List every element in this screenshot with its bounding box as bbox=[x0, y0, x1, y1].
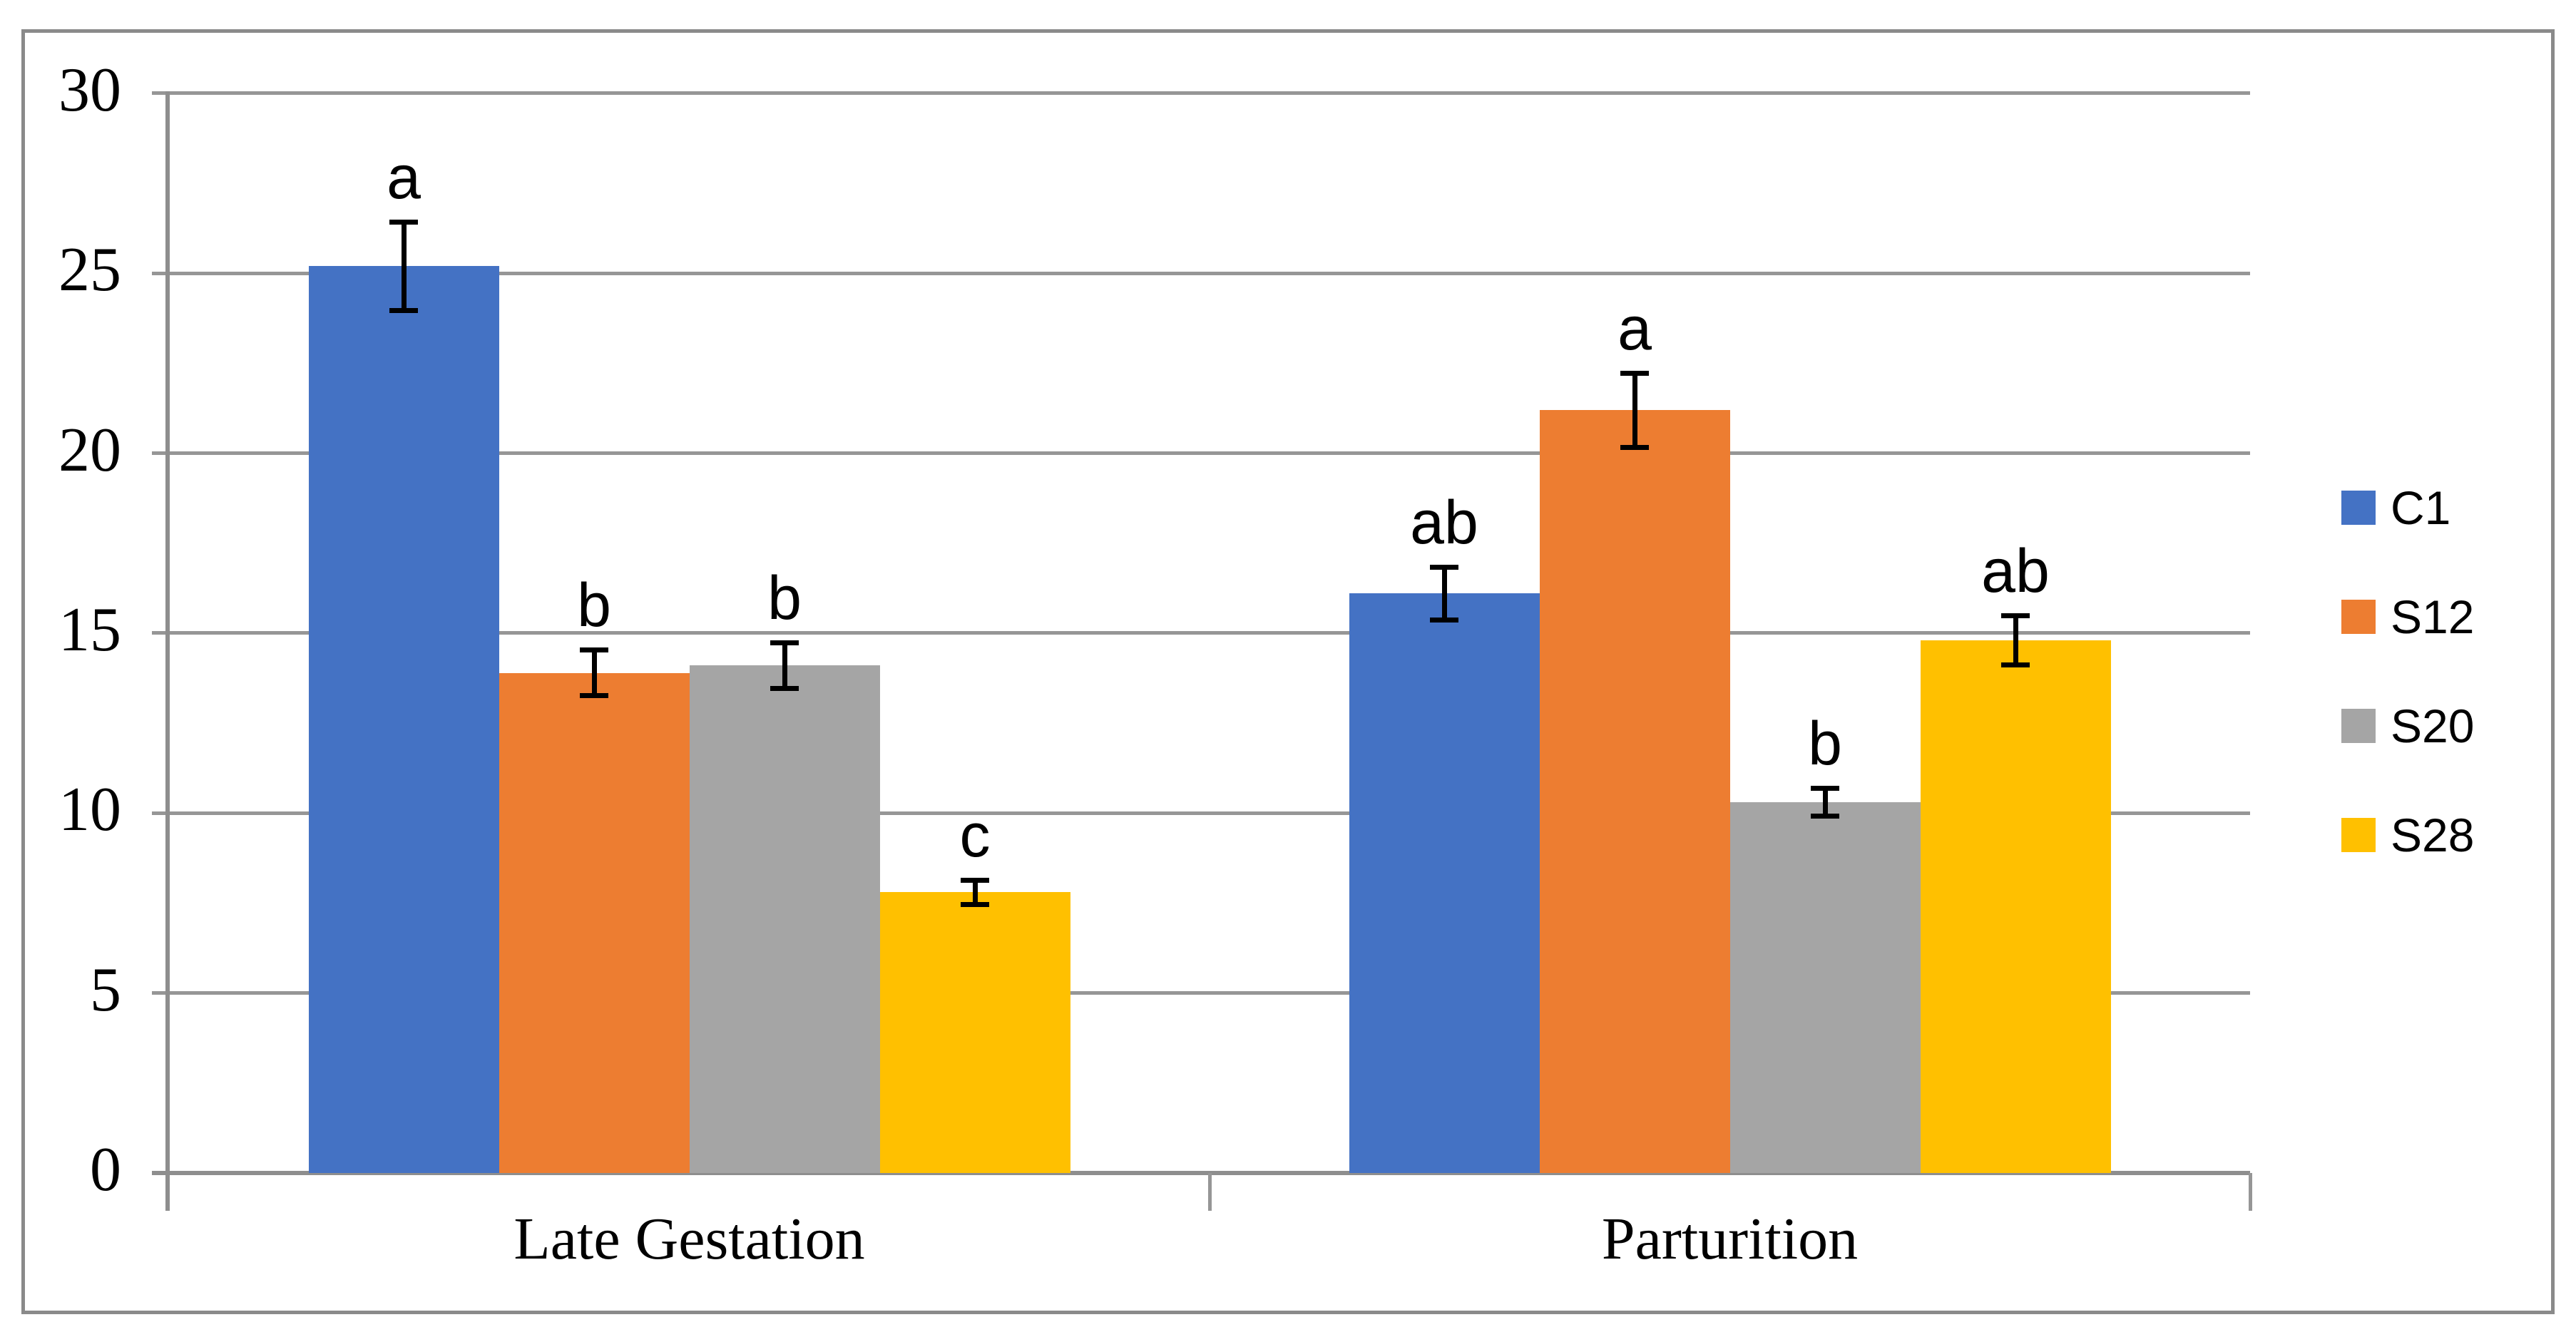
bar-parturition-s12 bbox=[1539, 410, 1730, 1173]
x-category-label-parturition: Parturition bbox=[1601, 1206, 1859, 1272]
legend-label-s20: S20 bbox=[2391, 700, 2475, 752]
x-boundary-tick-1 bbox=[1207, 1173, 1212, 1211]
sig-letter-parturition-s12: a bbox=[1617, 294, 1652, 363]
sig-letter-parturition-s28: ab bbox=[1981, 537, 2050, 606]
error-bar-line bbox=[972, 878, 978, 907]
error-bar-late-gestation-c1 bbox=[389, 219, 418, 313]
y-tick-label-0: 0 bbox=[90, 1135, 121, 1204]
y-tick-30 bbox=[152, 91, 169, 96]
error-bar-parturition-s20 bbox=[1811, 786, 1839, 819]
chart-border bbox=[21, 29, 2555, 1314]
y-tick-10 bbox=[152, 811, 169, 815]
error-bar-line bbox=[1822, 786, 1828, 819]
y-tick-20 bbox=[152, 451, 169, 456]
bar-late-gestation-s28 bbox=[879, 892, 1070, 1173]
error-bar-late-gestation-s12 bbox=[580, 647, 608, 698]
error-bar-line bbox=[1441, 565, 1447, 623]
gridline-30 bbox=[169, 91, 2250, 96]
y-tick-label-15: 15 bbox=[58, 595, 121, 665]
error-bar-parturition-c1 bbox=[1430, 565, 1458, 623]
legend-label-s12: S12 bbox=[2391, 590, 2475, 643]
bar-late-gestation-s20 bbox=[689, 665, 880, 1173]
error-bar-line bbox=[401, 219, 407, 313]
bar-parturition-s28 bbox=[1920, 640, 2111, 1173]
legend-swatch-c1 bbox=[2341, 491, 2376, 525]
y-tick-label-5: 5 bbox=[90, 955, 121, 1025]
legend-label-c1: C1 bbox=[2391, 481, 2451, 534]
y-tick-25 bbox=[152, 271, 169, 275]
y-tick-5 bbox=[152, 991, 169, 995]
legend-label-s28: S28 bbox=[2391, 809, 2475, 861]
x-boundary-tick-2 bbox=[2248, 1173, 2252, 1211]
y-tick-15 bbox=[152, 631, 169, 635]
sig-letter-late-gestation-s20: b bbox=[767, 564, 802, 633]
x-axis-line bbox=[152, 1171, 2250, 1175]
sig-letter-late-gestation-c1: a bbox=[387, 143, 421, 212]
x-category-label-late-gestation: Late Gestation bbox=[513, 1206, 865, 1272]
error-bar-late-gestation-s20 bbox=[770, 640, 799, 691]
legend-swatch-s20 bbox=[2341, 709, 2376, 743]
y-tick-label-20: 20 bbox=[58, 415, 121, 485]
y-tick-label-10: 10 bbox=[58, 775, 121, 845]
y-tick-label-30: 30 bbox=[58, 55, 121, 125]
error-bar-line bbox=[782, 640, 787, 691]
sig-letter-parturition-c1: ab bbox=[1410, 488, 1478, 558]
error-bar-late-gestation-s28 bbox=[961, 878, 989, 907]
error-bar-line bbox=[2013, 613, 2018, 667]
gridline-15 bbox=[169, 631, 2250, 635]
gridline-5 bbox=[169, 991, 2250, 995]
sig-letter-late-gestation-s28: c bbox=[959, 801, 991, 871]
bar-late-gestation-s12 bbox=[499, 672, 690, 1173]
legend-swatch-s12 bbox=[2341, 600, 2376, 634]
error-bar-parturition-s28 bbox=[2001, 613, 2030, 667]
legend-swatch-s28 bbox=[2341, 818, 2376, 852]
bar-parturition-s20 bbox=[1729, 802, 1921, 1173]
bar-late-gestation-c1 bbox=[308, 266, 499, 1173]
gridline-20 bbox=[169, 451, 2250, 456]
error-bar-line bbox=[591, 647, 597, 698]
gridline-10 bbox=[169, 811, 2250, 815]
gridline-25 bbox=[169, 271, 2250, 275]
bar-parturition-c1 bbox=[1349, 593, 1540, 1173]
sig-letter-late-gestation-s12: b bbox=[577, 571, 611, 640]
y-tick-label-25: 25 bbox=[58, 235, 121, 305]
y-axis-line bbox=[165, 91, 170, 1211]
error-bar-parturition-s12 bbox=[1620, 370, 1649, 450]
sig-letter-parturition-s20: b bbox=[1808, 710, 1842, 779]
error-bar-line bbox=[1632, 370, 1637, 450]
